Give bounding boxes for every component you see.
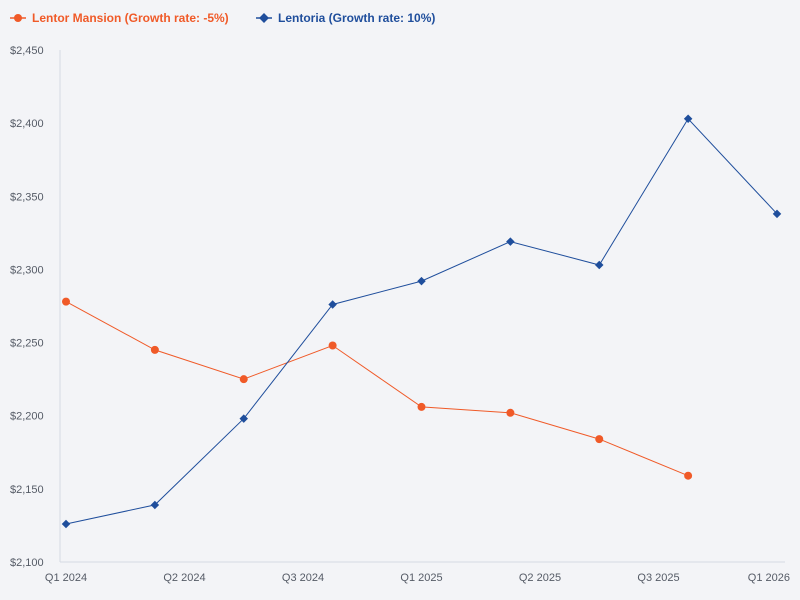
x-tick-label: Q1 2025 bbox=[400, 572, 442, 584]
x-tick-label: Q3 2024 bbox=[282, 572, 324, 584]
y-tick-label: $2,200 bbox=[10, 411, 44, 423]
data-point-lentor-mansion[interactable] bbox=[62, 297, 70, 306]
series-line-lentor-mansion bbox=[65, 301, 689, 477]
y-tick-label: $2,150 bbox=[10, 484, 44, 496]
data-point-lentor-mansion[interactable] bbox=[150, 345, 159, 354]
y-tick-label: $2,250 bbox=[10, 338, 44, 350]
x-tick-label: Q1 2026 bbox=[748, 572, 790, 584]
data-point-lentor-mansion[interactable] bbox=[684, 471, 693, 480]
legend-item-lentoria[interactable]: Lentoria (Growth rate: 10%) bbox=[256, 11, 435, 25]
x-tick-label: Q1 2024 bbox=[45, 572, 87, 584]
series-line-lentoria bbox=[65, 117, 778, 525]
legend-label-lentoria: Lentoria (Growth rate: 10%) bbox=[278, 11, 435, 25]
x-tick-label: Q3 2025 bbox=[637, 572, 679, 584]
data-point-lentoria[interactable] bbox=[506, 237, 515, 246]
data-point-lentor-mansion[interactable] bbox=[328, 341, 337, 350]
legend-swatch-marker-lentor-mansion bbox=[14, 14, 22, 22]
legend-label-lentor-mansion: Lentor Mansion (Growth rate: -5%) bbox=[32, 11, 229, 25]
x-axis-ticks: Q1 2024 Q2 2024 Q3 2024 Q1 2025 Q2 2025 Q3 20… bbox=[45, 572, 790, 584]
series-layer bbox=[61, 114, 782, 529]
y-tick-label: $2,100 bbox=[10, 557, 44, 569]
data-point-lentor-mansion[interactable] bbox=[239, 375, 248, 384]
data-point-lentor-mansion[interactable] bbox=[506, 408, 515, 417]
data-point-lentoria[interactable] bbox=[239, 414, 248, 423]
y-tick-label: $2,400 bbox=[10, 118, 44, 130]
y-tick-label: $2,450 bbox=[10, 45, 44, 57]
data-point-lentoria[interactable] bbox=[328, 300, 337, 309]
y-axis-ticks: $2,100 $2,150 $2,200 $2,250 $2,300 $2,350 $2,4… bbox=[10, 45, 44, 569]
legend: Lentor Mansion (Growth rate: -5%) Lentor… bbox=[10, 11, 435, 25]
data-point-lentoria[interactable] bbox=[417, 276, 426, 286]
data-point-lentoria[interactable] bbox=[595, 260, 604, 270]
data-point-lentor-mansion[interactable] bbox=[595, 435, 604, 444]
legend-swatch-marker-lentoria bbox=[259, 13, 269, 23]
data-point-lentoria[interactable] bbox=[150, 500, 160, 510]
x-tick-label: Q2 2024 bbox=[163, 572, 205, 584]
x-tick-label: Q2 2025 bbox=[519, 572, 561, 584]
data-point-lentoria[interactable] bbox=[61, 519, 71, 529]
y-tick-label: $2,300 bbox=[10, 264, 44, 276]
legend-item-lentor-mansion[interactable]: Lentor Mansion (Growth rate: -5%) bbox=[10, 11, 229, 25]
data-point-lentor-mansion[interactable] bbox=[417, 402, 426, 411]
y-tick-label: $2,350 bbox=[10, 191, 44, 203]
